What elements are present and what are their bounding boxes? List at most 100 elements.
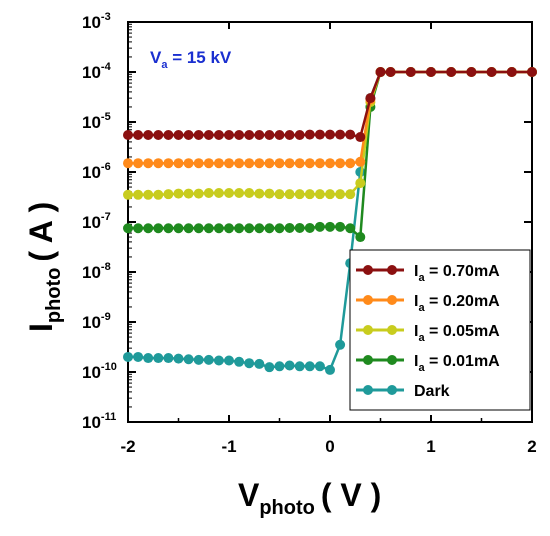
data-point — [123, 223, 133, 234]
legend-swatch-dot — [387, 295, 397, 305]
data-point — [355, 178, 366, 189]
data-point — [506, 67, 517, 77]
data-point — [143, 189, 154, 200]
data-point — [335, 221, 346, 232]
data-point — [183, 354, 194, 365]
data-point — [213, 158, 224, 169]
data-point — [325, 189, 335, 200]
data-point — [274, 223, 285, 234]
legend-item: Dark — [356, 383, 450, 400]
legend-swatch-dot — [363, 295, 373, 305]
data-point — [163, 158, 174, 169]
y-axis-title: Iphoto( A ) — [23, 202, 65, 332]
x-tick-label: -2 — [120, 437, 135, 456]
data-point — [183, 188, 194, 199]
data-point — [203, 188, 214, 199]
data-point — [153, 353, 164, 364]
data-point — [254, 158, 265, 169]
data-point — [314, 189, 325, 200]
data-point — [294, 189, 305, 200]
data-point — [355, 132, 366, 143]
data-point — [274, 361, 285, 372]
data-point — [365, 93, 376, 104]
data-point — [213, 223, 224, 234]
data-point — [254, 223, 265, 234]
data-point — [264, 158, 275, 169]
data-point — [284, 360, 295, 371]
legend-item: Ia = 0.20mA — [356, 293, 500, 314]
data-point — [466, 67, 477, 77]
data-point — [163, 353, 174, 364]
data-point — [527, 67, 537, 77]
data-point — [213, 129, 224, 140]
data-point — [234, 158, 245, 169]
data-point — [224, 188, 234, 199]
data-point — [133, 129, 144, 140]
data-point — [224, 158, 234, 169]
data-point — [264, 362, 275, 373]
data-point — [314, 221, 325, 232]
data-point — [335, 158, 346, 169]
data-point — [304, 189, 315, 200]
data-point — [183, 158, 194, 169]
series-line — [128, 70, 532, 139]
data-point — [274, 129, 285, 140]
y-tick-label: 10-9 — [82, 311, 111, 332]
data-point — [345, 158, 356, 169]
x-tick-label: 1 — [426, 437, 435, 456]
data-point — [345, 189, 356, 200]
data-point — [173, 353, 184, 364]
data-point — [335, 189, 346, 200]
data-point — [123, 351, 133, 362]
legend-item: Ia = 0.01mA — [356, 353, 500, 374]
legend-label: Dark — [414, 383, 450, 400]
data-point — [143, 158, 154, 169]
legend-swatch-dot — [363, 385, 373, 395]
data-point — [294, 158, 305, 169]
data-point — [203, 223, 214, 234]
y-tick-label: 10-10 — [82, 361, 117, 382]
legend-items: Ia = 0.70mA Ia = 0.20mA Ia = 0.05mA Ia = 0.… — [356, 263, 500, 400]
data-point — [405, 67, 416, 77]
data-point — [234, 356, 245, 367]
data-point — [314, 361, 325, 372]
data-point — [234, 223, 245, 234]
data-point — [183, 129, 194, 140]
data-point — [244, 129, 255, 140]
y-tick-label: 10-4 — [82, 61, 112, 82]
x-tick-label: 0 — [325, 437, 334, 456]
data-point — [133, 189, 144, 200]
legend-label: Ia = 0.20mA — [414, 293, 500, 314]
legend-swatch-dot — [363, 325, 373, 335]
data-point — [213, 188, 224, 199]
data-point — [294, 222, 305, 233]
data-point — [345, 129, 356, 140]
data-point — [294, 129, 305, 140]
data-point — [446, 67, 457, 77]
data-point — [133, 351, 144, 362]
data-point — [375, 67, 386, 77]
data-point — [264, 188, 275, 199]
y-tick-label: 10-7 — [82, 211, 111, 232]
data-point — [183, 223, 194, 234]
data-point — [325, 129, 335, 140]
data-point — [244, 188, 255, 199]
legend-swatch-dot — [387, 325, 397, 335]
data-point — [325, 158, 335, 169]
data-point — [284, 189, 295, 200]
legend-swatch-dot — [363, 355, 373, 365]
data-point — [254, 129, 265, 140]
data-point — [294, 361, 305, 372]
data-point — [193, 223, 204, 234]
series-line — [128, 70, 532, 165]
legend-swatch-dot — [387, 355, 397, 365]
legend-swatch-dot — [387, 385, 397, 395]
data-point — [274, 158, 285, 169]
series-2 — [123, 67, 537, 169]
data-point — [163, 189, 174, 200]
data-point — [163, 129, 174, 140]
data-point — [335, 339, 346, 350]
data-point — [304, 361, 315, 372]
data-point — [284, 129, 295, 140]
data-point — [123, 129, 133, 140]
